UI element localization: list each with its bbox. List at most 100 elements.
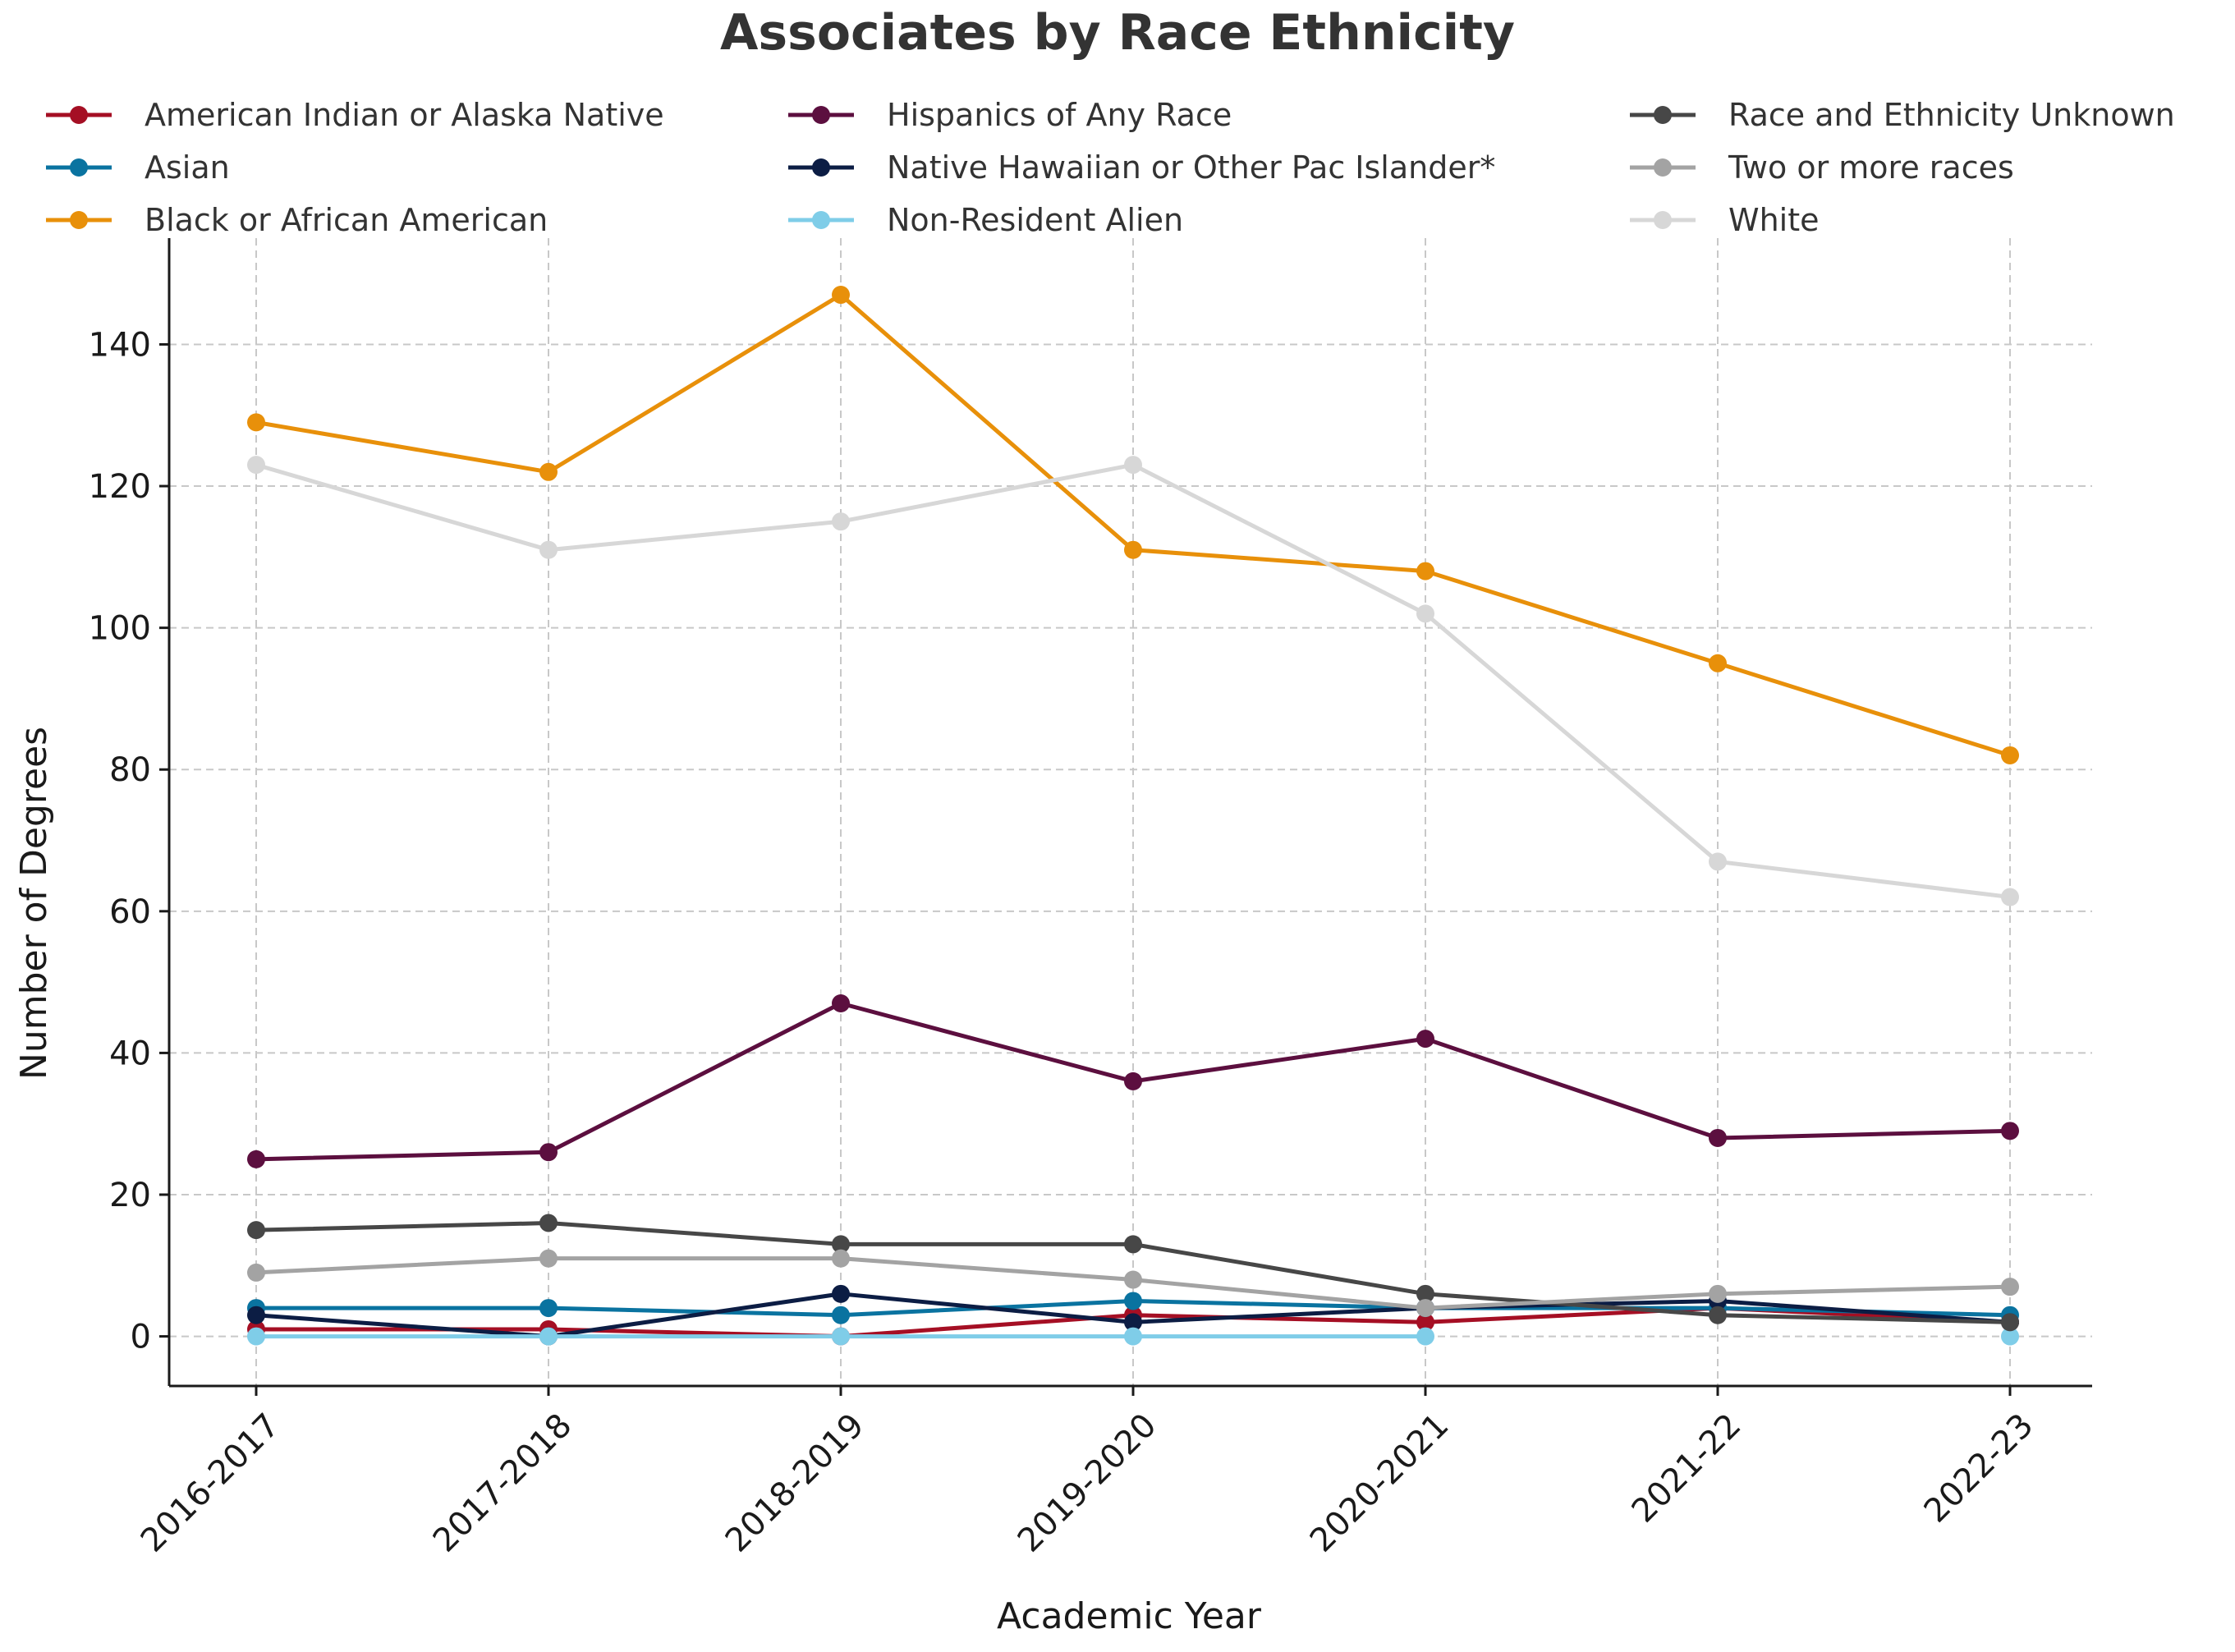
x-tick-label: 2019-2020 (1011, 1406, 1164, 1560)
grid (169, 238, 2092, 1386)
series-7 (247, 1249, 2019, 1318)
y-tick-label: 100 (89, 610, 151, 648)
y-axis-label: Number of Degrees (13, 727, 55, 1080)
legend-item: Non-Resident Alien (788, 202, 1183, 238)
data-point (2001, 1122, 2019, 1140)
y-tick-label: 40 (109, 1035, 151, 1072)
y-tick-label: 120 (89, 468, 151, 506)
data-point (539, 1299, 558, 1318)
data-point (247, 413, 265, 432)
data-point (1709, 654, 1727, 672)
data-point (832, 994, 850, 1012)
data-point (247, 1221, 265, 1240)
data-point (2001, 888, 2019, 906)
legend-label: American Indian or Alaska Native (145, 97, 664, 133)
legend-label: Race and Ethnicity Unknown (1728, 97, 2175, 133)
data-point (1416, 1299, 1434, 1318)
x-axis-label: Academic Year (997, 1595, 1262, 1637)
chart-title: Associates by Race Ethnicity (720, 4, 1515, 62)
data-point (2001, 1278, 2019, 1296)
data-point (1124, 1327, 1142, 1346)
legend-label: Hispanics of Any Race (887, 97, 1232, 133)
legend-item: Native Hawaiian or Other Pac Islander* (788, 149, 1495, 186)
y-tick-label: 140 (89, 326, 151, 364)
data-point (247, 456, 265, 475)
legend-label: White (1728, 202, 1820, 238)
data-point (1124, 1235, 1142, 1254)
data-point (1124, 540, 1142, 559)
y-tick-label: 60 (109, 893, 151, 931)
x-tick-label: 2017-2018 (426, 1406, 580, 1560)
legend-item: Asian (46, 149, 230, 186)
data-point (2001, 1313, 2019, 1332)
axes: 0 20 40 60 80 100 120 140 2016-2017 2017-2018 2018… (89, 238, 2092, 1560)
data-point (1416, 1313, 1434, 1332)
data-point (1709, 1306, 1727, 1324)
data-point (1124, 1270, 1142, 1289)
data-point (539, 1327, 558, 1346)
data-point (539, 1214, 558, 1232)
legend: American Indian or Alaska Native Asian Bla… (46, 97, 2175, 238)
y-tick-label: 20 (109, 1177, 151, 1214)
legend-item: Black or African American (46, 202, 548, 238)
legend-item: Race and Ethnicity Unknown (1630, 97, 2175, 133)
legend-item: Hispanics of Any Race (788, 97, 1232, 133)
data-point (832, 1284, 850, 1303)
data-point (247, 1263, 265, 1282)
data-point (1416, 1327, 1434, 1346)
legend-label: Asian (145, 149, 230, 186)
legend-label: Black or African American (145, 202, 548, 238)
series-area (247, 286, 2019, 1346)
legend-marker (1654, 106, 1672, 124)
data-point (1124, 456, 1142, 475)
data-point (1124, 1313, 1142, 1332)
data-point (539, 1143, 558, 1162)
data-point (832, 512, 850, 531)
data-point (2001, 746, 2019, 764)
data-point (832, 1249, 850, 1268)
y-tick-label: 0 (131, 1319, 151, 1356)
data-point (1709, 1284, 1727, 1303)
legend-label: Two or more races (1728, 149, 2014, 186)
legend-label: Native Hawaiian or Other Pac Islander* (887, 149, 1495, 186)
legend-marker (70, 211, 88, 229)
x-tick-label: 2016-2017 (134, 1406, 287, 1560)
legend-marker (70, 106, 88, 124)
data-point (1416, 604, 1434, 623)
legend-marker (812, 158, 830, 177)
data-point (1709, 852, 1727, 871)
data-point (832, 286, 850, 305)
data-point (832, 1327, 850, 1346)
y-tick-label: 80 (109, 751, 151, 789)
series-6 (247, 1214, 2019, 1332)
series-8 (247, 456, 2019, 906)
legend-item: White (1630, 202, 1820, 238)
legend-marker (1654, 158, 1672, 177)
legend-label: Non-Resident Alien (887, 202, 1183, 238)
data-point (1416, 1030, 1434, 1049)
legend-marker (812, 211, 830, 229)
legend-marker (70, 158, 88, 177)
legend-item: Two or more races (1630, 149, 2014, 186)
data-point (539, 540, 558, 559)
data-point (247, 1150, 265, 1168)
legend-item: American Indian or Alaska Native (46, 97, 664, 133)
legend-marker (812, 106, 830, 124)
x-tick-label: 2020-2021 (1303, 1406, 1457, 1560)
data-point (1416, 1284, 1434, 1303)
data-point (539, 462, 558, 481)
data-point (2001, 1327, 2019, 1346)
legend-marker (1654, 211, 1672, 229)
data-point (1124, 1072, 1142, 1090)
data-point (1124, 1292, 1142, 1310)
x-tick-label: 2021-22 (1625, 1406, 1749, 1530)
data-point (247, 1327, 265, 1346)
x-tick-label: 2018-2019 (718, 1406, 872, 1560)
series-2 (247, 286, 2019, 764)
data-point (832, 1306, 850, 1324)
data-point (247, 1306, 265, 1324)
data-point (1416, 562, 1434, 580)
series-3 (247, 994, 2019, 1168)
data-point (1709, 1128, 1727, 1147)
